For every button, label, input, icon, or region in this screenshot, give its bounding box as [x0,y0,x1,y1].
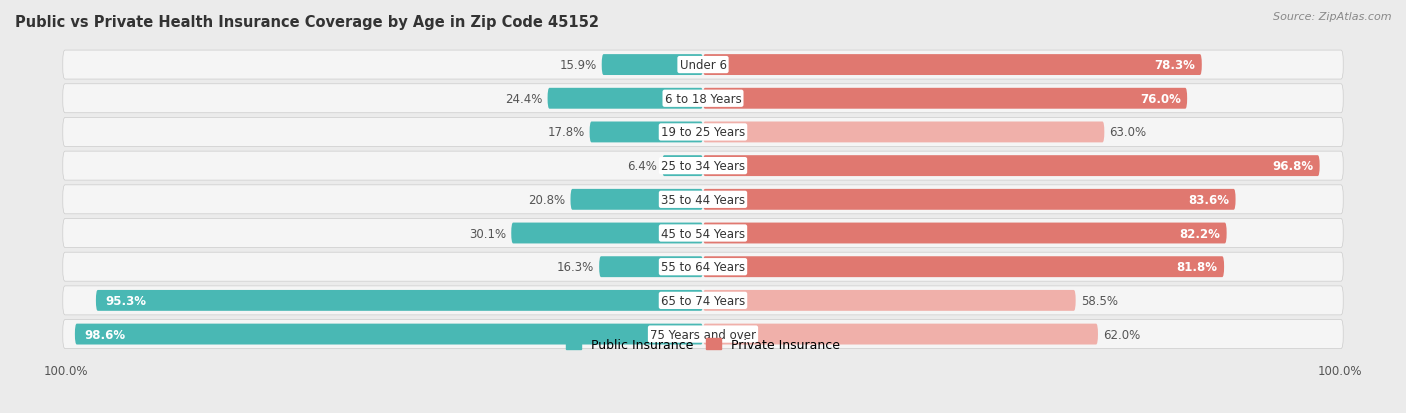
Text: 6.4%: 6.4% [627,160,657,173]
FancyBboxPatch shape [63,219,1343,248]
FancyBboxPatch shape [63,118,1343,147]
Text: 25 to 34 Years: 25 to 34 Years [661,160,745,173]
Text: 65 to 74 Years: 65 to 74 Years [661,294,745,307]
FancyBboxPatch shape [63,85,1343,114]
Text: 62.0%: 62.0% [1104,328,1140,341]
Text: 82.2%: 82.2% [1180,227,1220,240]
FancyBboxPatch shape [547,89,703,109]
FancyBboxPatch shape [512,223,703,244]
Text: 63.0%: 63.0% [1109,126,1146,139]
FancyBboxPatch shape [602,55,703,76]
FancyBboxPatch shape [703,290,1076,311]
FancyBboxPatch shape [703,89,1187,109]
FancyBboxPatch shape [75,324,703,345]
FancyBboxPatch shape [96,290,703,311]
Text: Source: ZipAtlas.com: Source: ZipAtlas.com [1274,12,1392,22]
FancyBboxPatch shape [63,185,1343,214]
Text: 17.8%: 17.8% [547,126,585,139]
FancyBboxPatch shape [662,156,703,177]
Text: 95.3%: 95.3% [105,294,146,307]
FancyBboxPatch shape [571,190,703,210]
Text: 24.4%: 24.4% [505,93,543,105]
Text: Under 6: Under 6 [679,59,727,72]
FancyBboxPatch shape [63,320,1343,349]
FancyBboxPatch shape [63,253,1343,282]
FancyBboxPatch shape [703,324,1098,345]
FancyBboxPatch shape [703,122,1104,143]
Text: 78.3%: 78.3% [1154,59,1195,72]
FancyBboxPatch shape [703,190,1236,210]
Text: 98.6%: 98.6% [84,328,125,341]
Text: 19 to 25 Years: 19 to 25 Years [661,126,745,139]
Text: 35 to 44 Years: 35 to 44 Years [661,193,745,206]
FancyBboxPatch shape [703,223,1226,244]
Text: 81.8%: 81.8% [1177,261,1218,273]
FancyBboxPatch shape [703,156,1320,177]
Text: 75 Years and over: 75 Years and over [650,328,756,341]
Text: 15.9%: 15.9% [560,59,596,72]
Text: Public vs Private Health Insurance Coverage by Age in Zip Code 45152: Public vs Private Health Insurance Cover… [15,15,599,30]
FancyBboxPatch shape [703,256,1225,278]
Text: 16.3%: 16.3% [557,261,595,273]
FancyBboxPatch shape [599,256,703,278]
Text: 30.1%: 30.1% [470,227,506,240]
Text: 20.8%: 20.8% [529,193,565,206]
Text: 45 to 54 Years: 45 to 54 Years [661,227,745,240]
Text: 55 to 64 Years: 55 to 64 Years [661,261,745,273]
Text: 96.8%: 96.8% [1272,160,1313,173]
Text: 76.0%: 76.0% [1140,93,1181,105]
FancyBboxPatch shape [589,122,703,143]
FancyBboxPatch shape [63,51,1343,80]
Text: 83.6%: 83.6% [1188,193,1229,206]
Text: 6 to 18 Years: 6 to 18 Years [665,93,741,105]
Text: 58.5%: 58.5% [1081,294,1118,307]
FancyBboxPatch shape [63,286,1343,315]
Legend: Public Insurance, Private Insurance: Public Insurance, Private Insurance [561,333,845,356]
FancyBboxPatch shape [63,152,1343,180]
FancyBboxPatch shape [703,55,1202,76]
